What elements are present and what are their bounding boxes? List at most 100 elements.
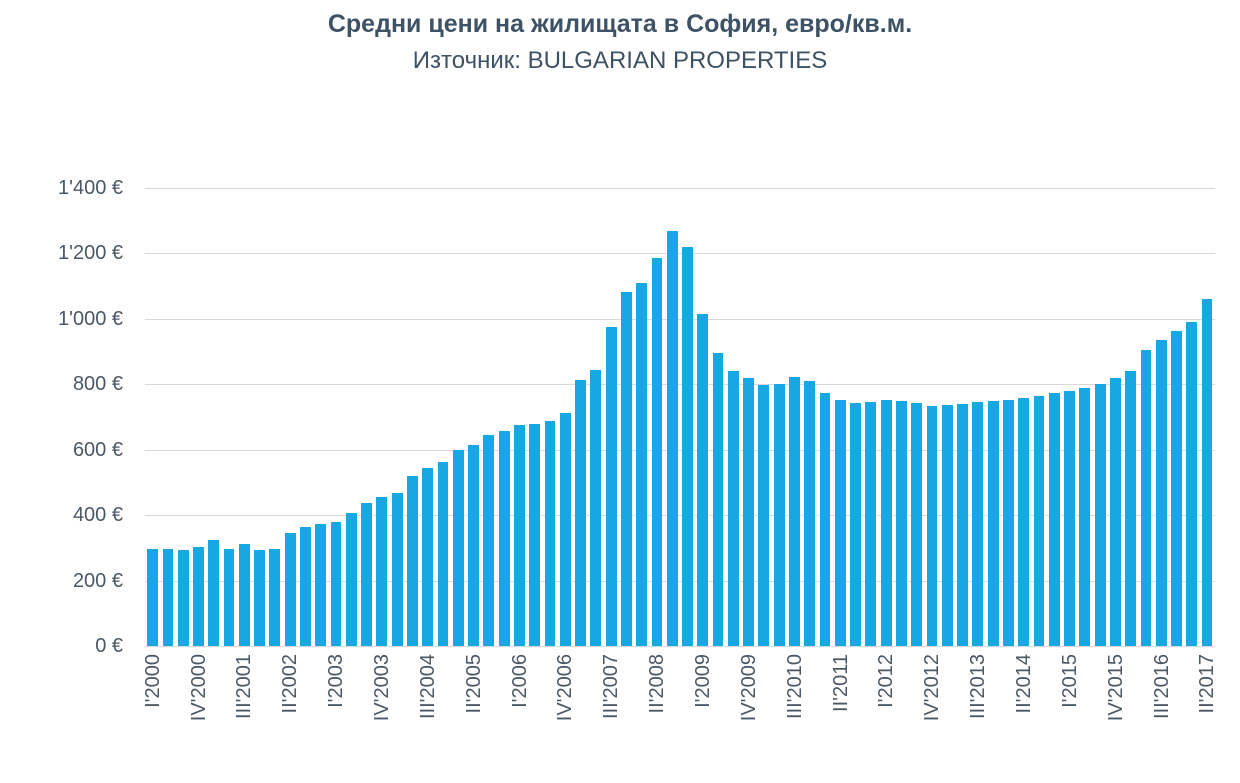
bar-slot — [176, 188, 191, 646]
bar — [437, 461, 449, 646]
bar — [147, 548, 159, 646]
bar-slot — [603, 188, 618, 646]
bar — [987, 400, 999, 646]
bar-slot — [1016, 188, 1031, 646]
bar — [483, 435, 495, 646]
x-axis-tick-label: III'2013 — [967, 654, 989, 719]
x-axis-tick-label: II'2005 — [463, 654, 485, 714]
bar-slot — [1062, 188, 1077, 646]
y-axis-tick-label: 800 € — [72, 373, 123, 395]
bar-slot — [1184, 188, 1199, 646]
bar-slot — [848, 188, 863, 646]
bar — [743, 378, 755, 646]
bar — [361, 503, 372, 646]
bar — [880, 400, 892, 646]
bar — [269, 548, 281, 646]
bar — [605, 327, 617, 646]
plot-area — [145, 188, 1215, 646]
bar — [1140, 349, 1152, 646]
bar-slot — [405, 188, 420, 646]
bar — [193, 547, 204, 646]
bar — [544, 420, 556, 646]
y-axis-tick-label: 600 € — [72, 439, 123, 461]
x-axis-tick-label: I'2006 — [509, 654, 531, 708]
bar-slot — [390, 188, 405, 646]
bar-slot — [665, 188, 680, 646]
bar-slot — [344, 188, 359, 646]
gridline — [145, 646, 1215, 647]
bar-slot — [1138, 188, 1153, 646]
bar — [590, 369, 602, 646]
bar-slot — [863, 188, 878, 646]
bar — [376, 497, 388, 646]
bar — [177, 550, 189, 646]
bar — [1109, 378, 1121, 646]
bar — [529, 424, 541, 646]
bar — [636, 282, 648, 646]
bar-slot — [619, 188, 634, 646]
bar — [1079, 388, 1091, 646]
x-axis-tick-label: I'2000 — [142, 654, 164, 708]
bar — [330, 522, 342, 646]
gridline — [145, 581, 1215, 582]
bar — [513, 425, 525, 646]
bar — [345, 512, 357, 646]
bar-slot — [756, 188, 771, 646]
bar-slot — [1154, 188, 1169, 646]
bar — [896, 401, 907, 646]
bar-slot — [833, 188, 848, 646]
bar-slot — [1077, 188, 1092, 646]
bar — [620, 291, 632, 646]
bar-slot — [237, 188, 252, 646]
bar-slot — [527, 188, 542, 646]
x-axis-tick-label: I'2012 — [875, 654, 897, 708]
bar-slot — [940, 188, 955, 646]
bar — [850, 403, 861, 646]
bar — [773, 383, 785, 646]
bar-slot — [680, 188, 695, 646]
bar — [254, 549, 266, 646]
bar-slot — [909, 188, 924, 646]
bar-slot — [145, 188, 160, 646]
x-axis-tick-label: IV'2000 — [188, 654, 210, 722]
bar-slot — [1123, 188, 1138, 646]
x-axis-tick-label: IV'2009 — [738, 654, 760, 722]
bar-slot — [710, 188, 725, 646]
y-axis-tick-label: 200 € — [72, 570, 123, 592]
bars-layer — [145, 188, 1215, 646]
bar-slot — [817, 188, 832, 646]
bar-slot — [573, 188, 588, 646]
bar-slot — [481, 188, 496, 646]
bar — [941, 405, 953, 646]
bar — [926, 406, 938, 646]
bar — [498, 430, 510, 646]
bar — [1171, 331, 1182, 646]
x-axis-tick-label: III'2007 — [600, 654, 622, 719]
bar — [911, 403, 923, 646]
bar — [1018, 398, 1030, 646]
bar-slot — [588, 188, 603, 646]
bar — [1125, 371, 1137, 646]
bar — [559, 412, 571, 646]
bar-slot — [1169, 188, 1184, 646]
bar-slot — [1031, 188, 1046, 646]
x-axis-tick-label: III'2004 — [417, 654, 439, 719]
y-axis-tick-label: 1'200 € — [58, 242, 123, 264]
bar-slot — [879, 188, 894, 646]
bar — [972, 402, 984, 646]
bar-slot — [374, 188, 389, 646]
bar — [1201, 299, 1213, 646]
bar — [238, 544, 250, 646]
x-axis-tick-label: II'2011 — [830, 654, 852, 712]
bar — [1033, 396, 1045, 646]
y-axis-tick-label: 1'400 € — [58, 177, 123, 199]
x-axis-tick-label: I'2015 — [1059, 654, 1081, 708]
bar-slot — [191, 188, 206, 646]
chart-header: Средни цени на жилищата в София, евро/кв… — [0, 10, 1240, 75]
bar-slot — [542, 188, 557, 646]
bar-slot — [1047, 188, 1062, 646]
bar-slot — [313, 188, 328, 646]
bar-slot — [420, 188, 435, 646]
bar-slot — [787, 188, 802, 646]
